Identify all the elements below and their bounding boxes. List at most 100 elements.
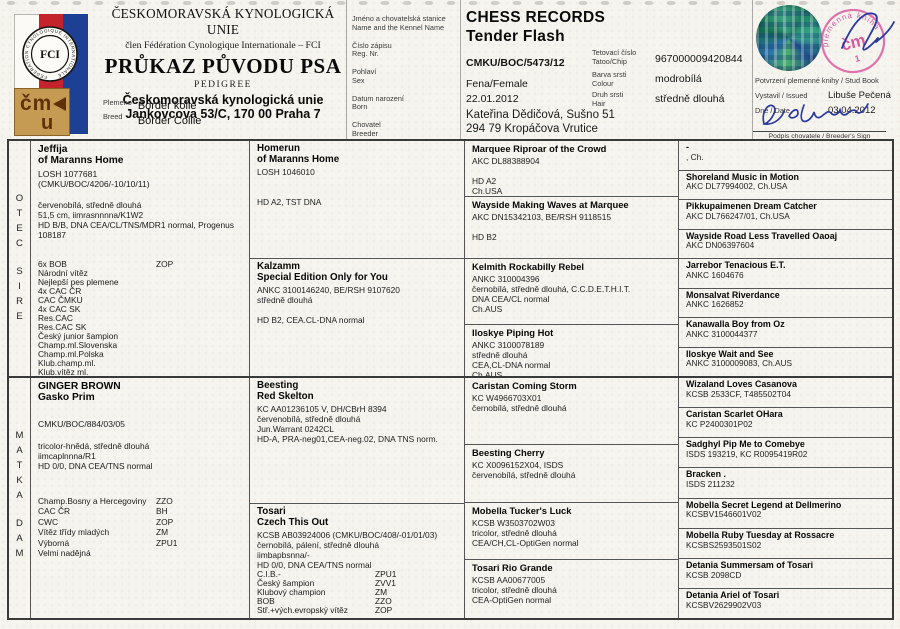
breeder-sign-label: Podpis chovatele / Breeder's Sign bbox=[768, 133, 871, 140]
perforation-edge bbox=[0, 0, 900, 8]
pedigree-cell-gen2: Kalzamm Special Edition Only for You ANK… bbox=[250, 258, 464, 376]
pedigree-cell-dam: GINGER BROWN Gasko Prim CMKU/BOC/884/03/… bbox=[31, 378, 249, 618]
hair-value: středně dlouhá bbox=[655, 93, 725, 105]
pedigree-cell: Wayside Road Less Travelled Oaoaj AKC DN… bbox=[679, 228, 892, 259]
breeder-signature bbox=[762, 103, 869, 125]
dog-name: Pikkupaimenen Dream Catcher bbox=[686, 201, 817, 211]
dog-details: KCSB W3503702W03 tricolor, středně dlouh… bbox=[472, 517, 579, 548]
dog-details: ANKC 3100078189 středně dlouhá CEA,CL-DN… bbox=[472, 339, 551, 376]
pedigree-cell: Mobella Ruby Tuesday at Rossacre KCSBS25… bbox=[679, 527, 892, 558]
document-subtitle: PEDIGREE bbox=[194, 80, 252, 90]
document-title: PRŮKAZ PŮVODU PSA bbox=[104, 54, 342, 78]
pedigree-cell: Sadghyl Pip Me to Comebye ISDS 193219, K… bbox=[679, 437, 892, 467]
dog-details: ANKC 3100146240, BE/RSH 9107620 středně … bbox=[257, 284, 400, 326]
award-codes: ZPU1 ZVV1 ZM ZZO ZOP bbox=[375, 569, 397, 616]
dog-name: Beesting Red Skelton bbox=[257, 380, 314, 402]
sire-half: O T E C S I R E Jeffija of Maranns Home … bbox=[9, 141, 892, 376]
header-divider-1 bbox=[346, 0, 347, 139]
award-codes: ZZO BH ZOP ZM ZPU1 bbox=[156, 495, 178, 548]
dog-details: KCSBS2593501S02 bbox=[686, 539, 762, 550]
dog-name: Shoreland Music in Motion bbox=[686, 171, 799, 182]
fci-label: FCI bbox=[40, 49, 60, 61]
dog-name: Iloskye Piping Hot bbox=[472, 327, 554, 338]
dog-awards: Champ.Bosny a Hercegoviny CAC ČR CWC Vít… bbox=[38, 496, 244, 559]
dog-details: KC W4966703X01 černobílá, středně dlouhá bbox=[472, 392, 567, 413]
dog-name: Wayside Road Less Travelled Oaoaj bbox=[686, 230, 838, 241]
dog-details: AKC DL766247/01, Ch.USA bbox=[686, 210, 790, 221]
pedigree-table: O T E C S I R E Jeffija of Maranns Home … bbox=[7, 139, 894, 620]
dog-details: KC X0096152X04, ISDS červenobílá, středn… bbox=[472, 459, 576, 480]
breed-row: Plemeno Breed Border kolie Border Collie bbox=[103, 98, 202, 129]
date-label: Dne / Date bbox=[755, 106, 790, 115]
dog-name: Monsalvat Riverdance bbox=[686, 289, 780, 300]
kennel-and-dog-name: CHESS RECORDS Tender Flash bbox=[466, 8, 605, 47]
dog-name: Sadghyl Pip Me to Comebye bbox=[686, 439, 805, 450]
dog-registration: CMKU/BOC/884/03/05 bbox=[38, 418, 125, 429]
pen-mark-icon bbox=[841, 12, 895, 51]
dog-name: Mobella Tucker's Luck bbox=[472, 505, 572, 516]
dog-name: Beesting Cherry bbox=[472, 447, 545, 458]
colour-label: Barva srsti Colour bbox=[592, 70, 627, 88]
pedigree-cell: Tosari Rio Grande KCSB AA00677005 tricol… bbox=[465, 559, 678, 618]
pedigree-cell: Shoreland Music in Motion AKC DL77994002… bbox=[679, 169, 892, 200]
award-codes: ZOP bbox=[156, 259, 174, 270]
signature-line bbox=[753, 131, 886, 132]
dog-details: AKC DN06397604 bbox=[686, 240, 755, 251]
fci-cmku-logo: FEDERATION CYNOLOGIQUE INTERNATIONALE FC… bbox=[14, 14, 88, 136]
pedigree-cell: Wizaland Loves Casanova KCSB 2533CF, T48… bbox=[679, 378, 892, 407]
breed-value-en: Border Collie bbox=[137, 114, 202, 127]
dog-details: , Ch. bbox=[686, 151, 704, 162]
pedigree-cell: Detania Ariel of Tosari KCSBV2629902V03 bbox=[679, 587, 892, 618]
colour-value: modrobílá bbox=[655, 73, 702, 85]
breed-values: Border kolie Border Collie bbox=[138, 99, 202, 129]
hair-label: Druh srsti Hair bbox=[592, 90, 624, 108]
born-value: 22.01.2012 bbox=[466, 93, 519, 105]
pedigree-cell: Pikkupaimenen Dream Catcher AKC DL766247… bbox=[679, 199, 892, 229]
pedigree-cell: Jarrebor Tenacious E.T. ANKC 1604676 bbox=[679, 258, 892, 288]
pedigree-cell-gen2: Tosari Czech This Out KCSB AB03924006 (C… bbox=[250, 503, 464, 618]
sex-label: Pohlaví Sex bbox=[352, 67, 377, 85]
org-name: ČESKOMORAVSKÁ KYNOLOGICKÁ UNIE bbox=[111, 6, 335, 37]
breeder-label: Chovatel Breeder bbox=[352, 120, 381, 138]
dog-name: Wizaland Loves Casanova bbox=[686, 379, 797, 389]
pedigree-cell: Detania Summersam of Tosari KCSB 2098CD bbox=[679, 557, 892, 588]
dog-name: - bbox=[686, 142, 689, 152]
dog-name: Detania Ariel of Tosari bbox=[686, 589, 780, 600]
name-kennel-label: Jméno a chovatelská stanice Name and the … bbox=[352, 14, 446, 32]
born-label: Datum narození Born bbox=[352, 93, 404, 112]
dog-details: ANKC 1626852 bbox=[686, 299, 744, 310]
issued-value: Libuše Pečená bbox=[828, 90, 891, 101]
sex-value: Fena/Female bbox=[466, 78, 528, 90]
dog-details: AKC DL88388904 HD A2 Ch.USA bbox=[472, 155, 540, 196]
dog-details: KCSB 2533CF, T485502T04 bbox=[686, 388, 792, 399]
registration-number: CMKU/BOC/5473/12 bbox=[466, 57, 565, 69]
dog-name: Homerun of Maranns Home bbox=[257, 143, 340, 165]
dog-name: Kalzamm Special Edition Only for You bbox=[257, 261, 388, 283]
pedigree-cell: Marquee Riproar of the Crowd AKC DL88388… bbox=[465, 141, 678, 196]
cmku-letters: čm bbox=[20, 92, 53, 115]
pedigree-cell: Iloskye Wait and See ANKC 3100009083, Ch… bbox=[679, 346, 892, 377]
dog-name: Tender Flash bbox=[466, 28, 565, 46]
dog-name: Jarrebor Tenacious E.T. bbox=[686, 260, 786, 270]
cmku-logo: čm u bbox=[14, 88, 70, 136]
dog-name: Tosari Czech This Out bbox=[257, 506, 329, 528]
dog-details: AKC DL77994002, Ch.USA bbox=[686, 181, 788, 192]
header-divider-2 bbox=[460, 0, 461, 139]
dog-details: KCSB 2098CD bbox=[686, 569, 742, 580]
award-titles: Champ.Bosny a Hercegoviny CAC ČR CWC Vít… bbox=[38, 495, 147, 559]
org-address-line1: Českomoravská kynologická unie bbox=[122, 93, 324, 107]
dam-half: M A T K A D A M GINGER BROWN Gasko Prim … bbox=[9, 376, 892, 618]
dog-details: KC AA01236105 V, DH/CBrH 8394 červenobíl… bbox=[257, 403, 438, 445]
pedigree-cell: Iloskye Piping Hot ANKC 3100078189 střed… bbox=[465, 324, 678, 376]
dog-details: KCSBV1546601V02 bbox=[686, 509, 762, 520]
award-titles: C.I.B.- Český šampion Klubový champion B… bbox=[257, 569, 348, 616]
studbook-label: Potvrzení plemenné knihy / Stud Book bbox=[755, 76, 879, 85]
stamp-number: 1 bbox=[854, 53, 861, 64]
reg-label: Číslo zápisu Reg. Nr. bbox=[352, 40, 392, 59]
cmku-letter-u: u bbox=[41, 112, 54, 134]
kennel-name: CHESS RECORDS bbox=[466, 9, 606, 26]
dog-details: LOSH 1046010 HD A2, TST DNA bbox=[257, 166, 322, 208]
pedigree-cell: Monsalvat Riverdance ANKC 1626852 bbox=[679, 287, 892, 318]
dog-details: ANKC 310004396 černobílá, středně dlouhá… bbox=[472, 273, 631, 314]
